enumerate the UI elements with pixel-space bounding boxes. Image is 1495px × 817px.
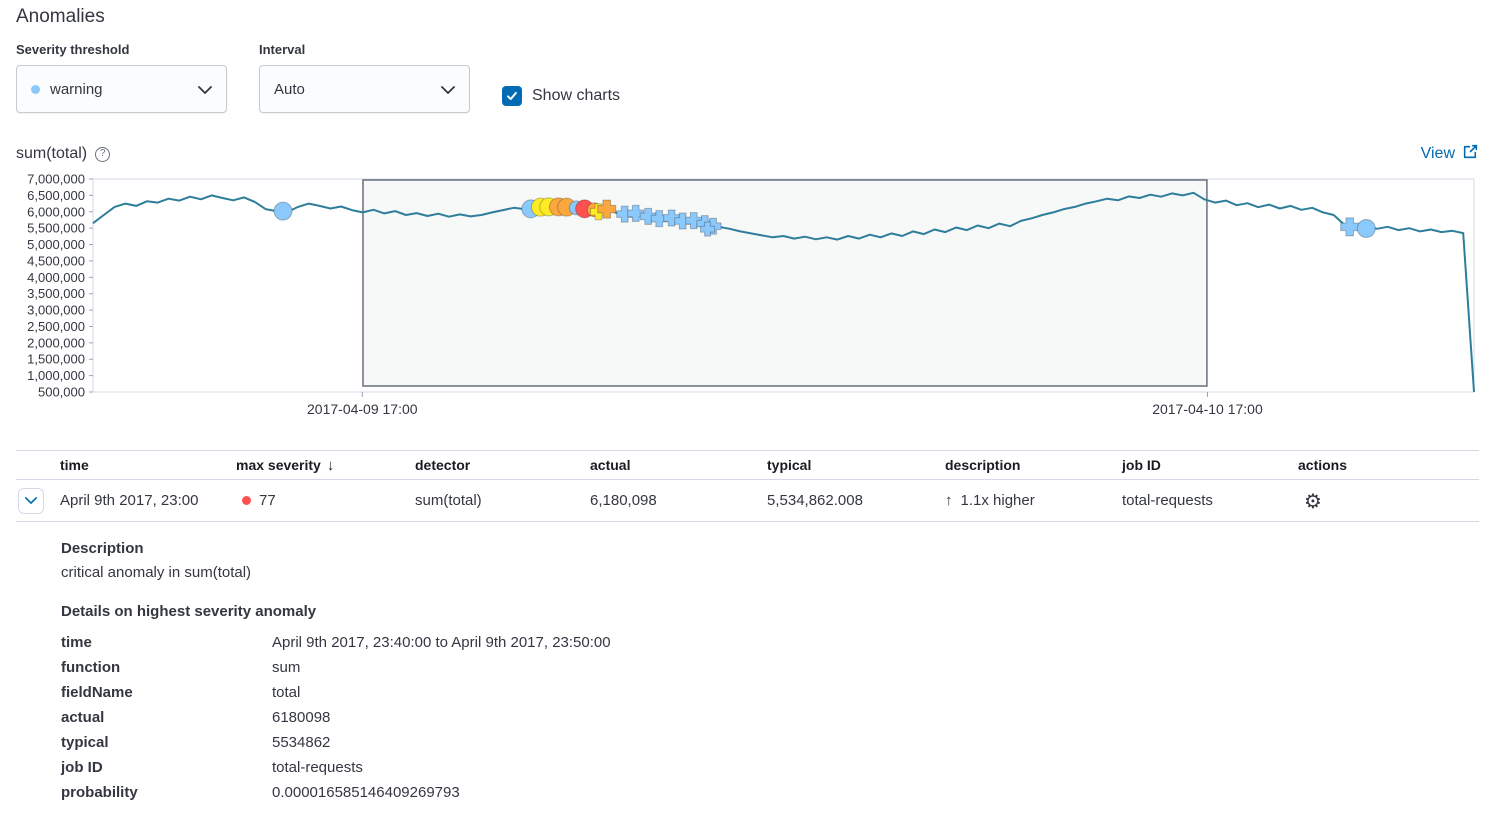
row-details: Description critical anomaly in sum(tota… xyxy=(16,522,1479,817)
cell-actions: ⚙ xyxy=(1298,489,1479,513)
check-icon xyxy=(507,91,517,101)
chart-selection-brush[interactable] xyxy=(362,179,1208,387)
x-axis-label: 2017-04-10 17:00 xyxy=(1152,401,1263,417)
controls-row: Severity threshold warning Interval Auto xyxy=(16,42,1479,113)
y-axis-label: 4,500,000 xyxy=(27,253,85,268)
y-axis-label: 6,500,000 xyxy=(27,188,85,203)
cell-actual: 6,180,098 xyxy=(590,492,657,509)
multi-bucket-anomaly-marker-warning[interactable] xyxy=(685,212,703,230)
y-axis-label: 3,500,000 xyxy=(27,286,85,301)
anomaly-marker-warning[interactable] xyxy=(273,201,293,221)
y-axis-label: 3,000,000 xyxy=(27,303,85,318)
cell-job-id: total-requests xyxy=(1122,492,1213,509)
y-axis-label: 7,000,000 xyxy=(27,173,85,187)
table-row: April 9th 2017, 23:00 77 sum(total) 6,18… xyxy=(16,480,1479,522)
detail-row-job-id: job ID total-requests xyxy=(61,759,363,776)
warning-severity-dot xyxy=(31,84,40,94)
y-axis-label: 1,000,000 xyxy=(27,368,85,383)
gear-icon[interactable]: ⚙ xyxy=(1304,488,1322,513)
interval-label: Interval xyxy=(259,42,306,57)
show-charts-checkbox[interactable] xyxy=(502,86,522,106)
view-link-label: View xyxy=(1420,145,1455,162)
cell-typical: 5,534,862.008 xyxy=(767,492,863,509)
description-text: critical anomaly in sum(total) xyxy=(61,564,252,581)
critical-severity-dot xyxy=(242,496,251,505)
page-title: Anomalies xyxy=(16,6,105,27)
table-header-row: time max severity ↓ detector actual typic… xyxy=(16,450,1479,480)
plot-area xyxy=(92,178,1475,393)
y-axis-label: 6,000,000 xyxy=(27,204,85,219)
y-axis-label: 4,000,000 xyxy=(27,270,85,285)
cell-detector: sum(total) xyxy=(415,492,482,509)
view-link[interactable]: View xyxy=(1421,143,1479,165)
show-charts-control: Show charts xyxy=(502,79,620,113)
col-header-detector[interactable]: detector xyxy=(415,457,471,473)
multi-bucket-anomaly-marker-warning[interactable] xyxy=(650,210,668,228)
detail-row-function: function sum xyxy=(61,659,301,676)
col-header-max-severity[interactable]: max severity ↓ xyxy=(236,456,335,474)
cell-time: April 9th 2017, 23:00 xyxy=(60,492,199,509)
detail-row-actual: actual 6180098 xyxy=(61,709,331,726)
y-axis-label: 5,000,000 xyxy=(27,237,85,252)
interval-select[interactable]: Auto xyxy=(259,65,470,113)
y-axis-label: 1,500,000 xyxy=(27,352,85,367)
y-axis-label: 2,000,000 xyxy=(27,335,85,350)
multi-bucket-anomaly-marker-warning[interactable] xyxy=(627,204,645,222)
cell-expand xyxy=(16,487,60,514)
y-axis-label: 5,500,000 xyxy=(27,221,85,236)
y-axis-label: 500,000 xyxy=(38,385,85,400)
anomaly-details-list: time April 9th 2017, 23:40:00 to April 9… xyxy=(61,630,1479,805)
chevron-down-icon xyxy=(441,81,455,98)
help-icon[interactable]: ? xyxy=(95,146,111,162)
anomaly-marker-warning[interactable] xyxy=(1356,218,1376,238)
col-header-time[interactable]: time xyxy=(60,457,89,473)
chevron-down-icon xyxy=(198,81,212,98)
arrow-up-icon: ↑ xyxy=(945,492,953,509)
detail-row-probability: probability 0.000016585146409269793 xyxy=(61,784,460,801)
chevron-down-icon xyxy=(25,497,37,504)
col-header-job-id[interactable]: job ID xyxy=(1122,457,1161,473)
col-header-typical[interactable]: typical xyxy=(767,457,812,473)
severity-threshold-control: Severity threshold warning xyxy=(16,42,227,113)
sort-desc-icon: ↓ xyxy=(326,456,335,474)
detail-row-typical: typical 5534862 xyxy=(61,734,331,751)
multi-bucket-anomaly-marker-warning[interactable] xyxy=(639,207,657,225)
description-heading: Description xyxy=(61,540,144,557)
multi-bucket-anomaly-marker-warning[interactable] xyxy=(700,221,716,237)
severity-score: 77 xyxy=(259,492,276,509)
severity-threshold-label: Severity threshold xyxy=(16,42,130,57)
collapse-row-button[interactable] xyxy=(18,487,44,514)
interval-value: Auto xyxy=(274,80,305,98)
metric-line xyxy=(92,191,1475,393)
severity-threshold-select[interactable]: warning xyxy=(16,65,227,113)
cell-description: ↑ 1.1x higher xyxy=(945,492,1035,509)
interval-control: Interval Auto xyxy=(259,42,470,113)
col-header-actual[interactable]: actual xyxy=(590,457,631,473)
multi-bucket-anomaly-marker-warning[interactable] xyxy=(663,209,681,227)
anomalies-table: time max severity ↓ detector actual typic… xyxy=(16,450,1479,817)
chart-title: sum(total) xyxy=(16,145,88,162)
show-charts-label[interactable]: Show charts xyxy=(532,87,621,104)
col-header-description: description xyxy=(945,457,1021,473)
severity-threshold-value: warning xyxy=(50,80,103,98)
col-header-actions: actions xyxy=(1298,457,1348,473)
anomaly-timeline-chart[interactable]: 7,000,000 6,500,000 6,000,000 5,500,000 5,00… xyxy=(16,172,1479,426)
details-heading: Details on highest severity anomaly xyxy=(61,603,317,620)
x-axis-label: 2017-04-09 17:00 xyxy=(307,401,418,417)
detail-row-time: time April 9th 2017, 23:40:00 to April 9… xyxy=(61,634,611,651)
popout-icon xyxy=(1462,143,1479,165)
chart-header: sum(total) ? View xyxy=(16,143,1479,165)
cell-max-severity: 77 xyxy=(236,492,415,509)
detail-row-fieldname: fieldName total xyxy=(61,684,301,701)
multi-bucket-anomaly-marker-major[interactable] xyxy=(597,199,617,219)
multi-bucket-anomaly-marker-warning[interactable] xyxy=(1340,217,1360,237)
y-axis-label: 2,500,000 xyxy=(27,319,85,334)
